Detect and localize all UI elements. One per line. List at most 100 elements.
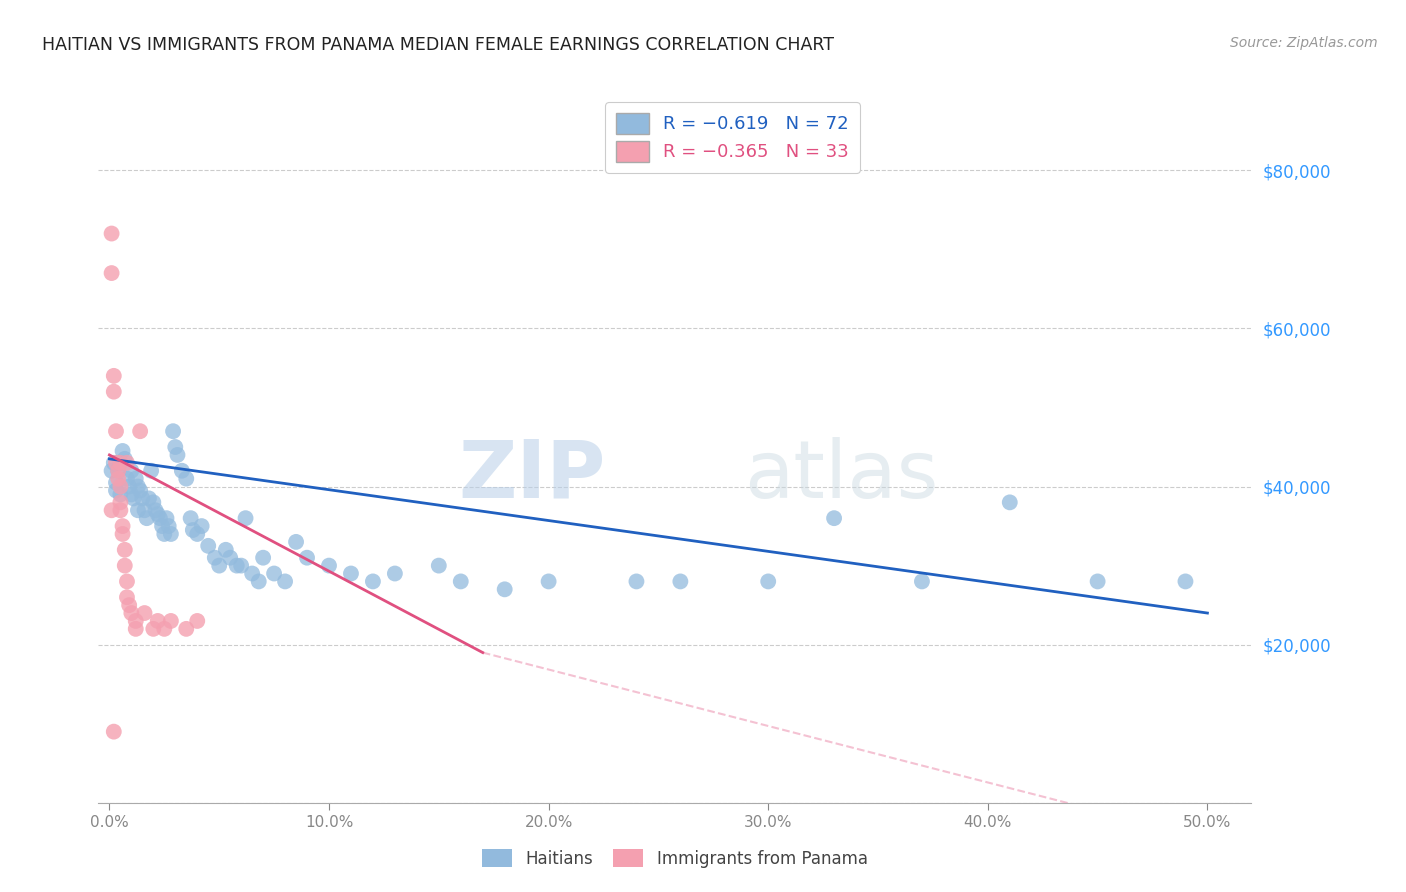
Point <box>114 558 136 573</box>
Point <box>107 464 129 478</box>
Point <box>204 550 226 565</box>
Point <box>274 574 297 589</box>
Point <box>157 519 180 533</box>
Point <box>186 614 208 628</box>
Point <box>104 424 127 438</box>
Point <box>165 440 187 454</box>
Point <box>138 491 160 506</box>
Point <box>127 479 149 493</box>
Point <box>160 527 183 541</box>
Point <box>125 614 148 628</box>
Point <box>285 535 308 549</box>
Point <box>100 464 122 478</box>
Point <box>170 464 193 478</box>
Point <box>318 558 340 573</box>
Point <box>166 448 188 462</box>
Point <box>118 479 141 493</box>
Point <box>240 566 263 581</box>
Text: HAITIAN VS IMMIGRANTS FROM PANAMA MEDIAN FEMALE EARNINGS CORRELATION CHART: HAITIAN VS IMMIGRANTS FROM PANAMA MEDIAN… <box>42 36 834 54</box>
Point <box>122 491 145 506</box>
Point <box>149 511 172 525</box>
Text: ZIP: ZIP <box>458 437 606 515</box>
Point <box>537 574 560 589</box>
Point <box>118 598 141 612</box>
Point <box>114 542 136 557</box>
Point <box>134 606 156 620</box>
Point <box>103 724 125 739</box>
Point <box>361 574 384 589</box>
Point <box>180 511 202 525</box>
Legend: Haitians, Immigrants from Panama: Haitians, Immigrants from Panama <box>475 842 875 874</box>
Point <box>110 495 132 509</box>
Text: Source: ZipAtlas.com: Source: ZipAtlas.com <box>1230 36 1378 50</box>
Point <box>110 503 132 517</box>
Point <box>146 614 169 628</box>
Point <box>150 519 173 533</box>
Point <box>181 523 204 537</box>
Point <box>231 558 253 573</box>
Point <box>153 527 176 541</box>
Point <box>160 614 183 628</box>
Point <box>252 550 274 565</box>
Point <box>340 566 363 581</box>
Point <box>295 550 318 565</box>
Point <box>142 495 165 509</box>
Point <box>174 472 197 486</box>
Point <box>494 582 516 597</box>
Point <box>174 622 197 636</box>
Point <box>155 511 177 525</box>
Point <box>129 424 152 438</box>
Point <box>104 456 127 470</box>
Point <box>103 456 125 470</box>
Point <box>190 519 212 533</box>
Point <box>197 539 219 553</box>
Point <box>120 487 142 501</box>
Point <box>129 483 152 498</box>
Point <box>384 566 406 581</box>
Point <box>1174 574 1197 589</box>
Point <box>115 574 138 589</box>
Point <box>107 464 129 478</box>
Point <box>263 566 285 581</box>
Point <box>110 487 132 501</box>
Point <box>162 424 184 438</box>
Point <box>131 491 153 506</box>
Point <box>215 542 238 557</box>
Point <box>669 574 692 589</box>
Point <box>145 503 167 517</box>
Point <box>107 472 129 486</box>
Point <box>139 464 162 478</box>
Point <box>125 472 148 486</box>
Point <box>823 511 845 525</box>
Point <box>100 266 122 280</box>
Point <box>208 558 231 573</box>
Point <box>135 511 157 525</box>
Point <box>104 475 127 490</box>
Point <box>125 622 148 636</box>
Point <box>127 503 149 517</box>
Point <box>142 622 165 636</box>
Point <box>427 558 450 573</box>
Point <box>134 503 156 517</box>
Point <box>111 519 134 533</box>
Point <box>756 574 779 589</box>
Point <box>104 483 127 498</box>
Point <box>450 574 472 589</box>
Point <box>115 591 138 605</box>
Point <box>110 456 132 470</box>
Point <box>998 495 1021 509</box>
Point <box>115 472 138 486</box>
Point <box>153 622 176 636</box>
Point <box>225 558 247 573</box>
Point <box>110 456 132 470</box>
Point <box>626 574 648 589</box>
Point <box>1087 574 1109 589</box>
Point <box>247 574 270 589</box>
Point <box>103 368 125 383</box>
Point <box>115 456 138 470</box>
Text: atlas: atlas <box>744 437 938 515</box>
Point <box>219 550 242 565</box>
Point <box>186 527 208 541</box>
Point <box>114 451 136 466</box>
Point <box>103 384 125 399</box>
